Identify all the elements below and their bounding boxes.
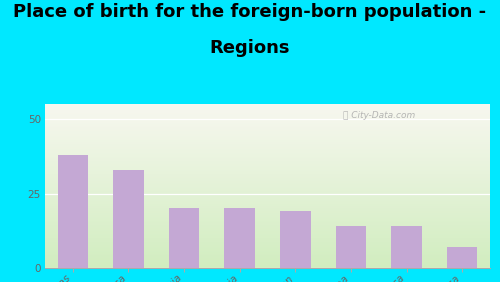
Bar (224, 208, 255, 268)
Bar (280, 212, 310, 268)
Bar (392, 226, 422, 268)
Text: ⓘ City-Data.com: ⓘ City-Data.com (343, 111, 415, 120)
Text: Regions: Regions (210, 39, 290, 58)
Bar (447, 247, 478, 268)
Bar (113, 170, 144, 268)
Bar (336, 226, 366, 268)
Bar (169, 208, 200, 268)
Text: Place of birth for the foreign-born population -: Place of birth for the foreign-born popu… (14, 3, 486, 21)
Bar (58, 155, 88, 268)
